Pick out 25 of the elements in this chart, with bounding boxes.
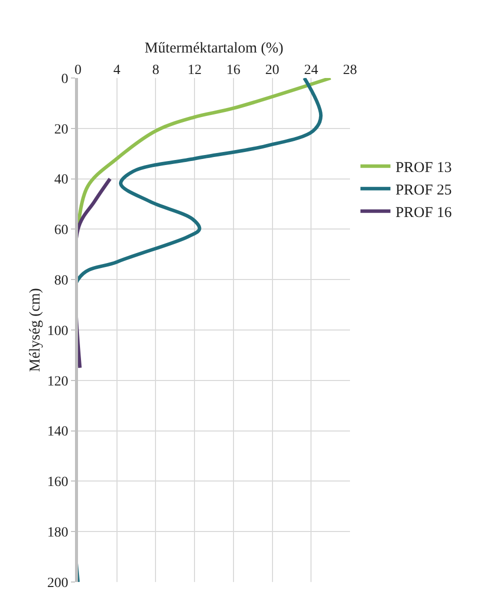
line-series xyxy=(78,78,323,582)
y-tick-label: 140 xyxy=(47,424,68,440)
x-tick-label: 24 xyxy=(304,63,318,78)
y-tick-label: 180 xyxy=(47,526,68,540)
line-series xyxy=(78,177,112,370)
legend-label: PROF 13 xyxy=(395,160,452,176)
x-axis-title: Műterméktartalom (%) xyxy=(144,40,284,56)
y-tick-label: 120 xyxy=(47,374,68,390)
legend-label: PROF 16 xyxy=(395,204,452,221)
x-tick-label: 12 xyxy=(188,63,202,78)
y-tick-label: 20 xyxy=(54,122,68,138)
x-tick-label: 4 xyxy=(113,63,120,78)
y-axis-title: Mélység (cm) xyxy=(27,288,44,372)
x-tick-label: 16 xyxy=(226,63,240,78)
x-tick-label: 28 xyxy=(343,63,357,78)
x-tick-label: 8 xyxy=(152,63,160,78)
y-tick-label: 80 xyxy=(54,274,68,288)
y-tick-label: 160 xyxy=(47,475,68,490)
y-tick-label: 40 xyxy=(54,172,68,188)
x-tick-label: 20 xyxy=(265,63,280,78)
legend-label: PROF 25 xyxy=(395,182,452,198)
y-tick-label: 60 xyxy=(54,223,68,238)
x-tick-label: 0 xyxy=(74,63,82,78)
y-tick-label: 200 xyxy=(47,576,68,591)
y-tick-label: 100 xyxy=(47,324,68,339)
